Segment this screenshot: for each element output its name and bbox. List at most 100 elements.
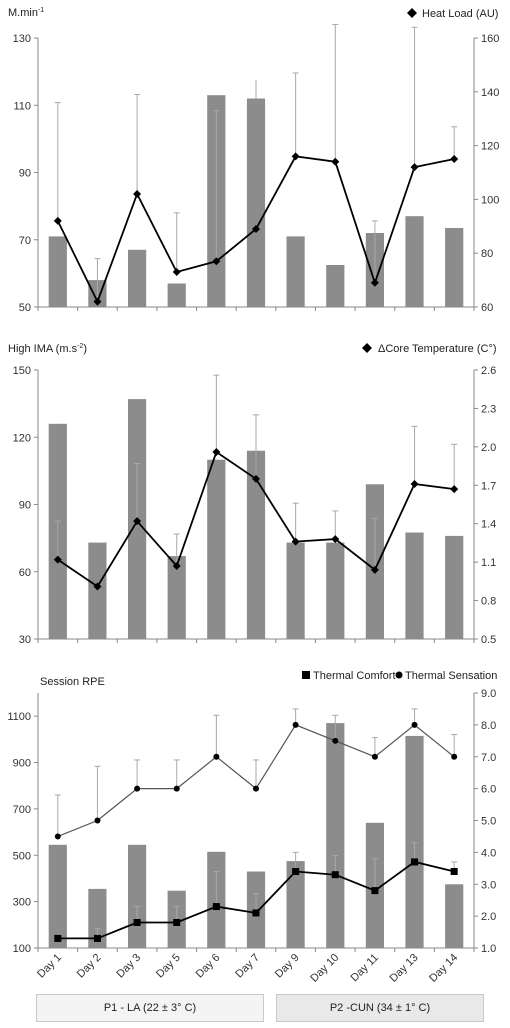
bar	[445, 228, 464, 307]
legend: ΔCore Temperature (C°)	[362, 343, 497, 355]
right-tick-label: 1.0	[481, 943, 496, 955]
point-marker	[371, 753, 378, 760]
axes: 50 70 90 110 130 60 80 100 120 140 160	[13, 33, 500, 314]
point-marker	[450, 485, 459, 494]
bar	[128, 844, 147, 948]
right-tick-label: 140	[481, 87, 499, 99]
line-series	[53, 447, 459, 591]
point-marker	[370, 565, 379, 574]
bar	[286, 542, 305, 639]
left-tick-label: 70	[19, 235, 31, 247]
bar	[246, 98, 266, 307]
point-marker	[54, 934, 62, 942]
point-marker	[213, 753, 220, 760]
right-tick-label: 1.1	[481, 557, 496, 569]
legend: Thermal Comfort Thermal Sensation	[302, 670, 497, 682]
point-marker	[53, 216, 62, 225]
figure: M.min-1 Heat Load (AU) 50 70 90 110 130 60 80 1…	[7, 7, 500, 985]
legend-label-thermal-comfort: Thermal Comfort	[313, 670, 396, 682]
point-marker	[94, 817, 101, 824]
bar	[445, 884, 464, 949]
left-tick-label: 300	[13, 897, 31, 909]
point-marker	[172, 561, 181, 570]
bar	[445, 535, 464, 639]
right-tick-label: 100	[481, 194, 499, 206]
point-marker	[53, 555, 62, 564]
right-tick-label: 80	[481, 248, 493, 260]
point-marker	[410, 480, 419, 489]
left-tick-label: 150	[13, 365, 31, 377]
right-tick-label: 0.8	[481, 596, 496, 608]
left-tick-label: 130	[13, 33, 31, 45]
legend-diamond-marker	[362, 343, 372, 353]
axes: 100 300 500 700 900 1100 1.0 2.0 3.0 4.0 5.0 6.0 7.0…	[7, 688, 496, 985]
bar	[286, 861, 305, 948]
point-marker	[371, 887, 379, 895]
point-marker	[370, 278, 379, 287]
bar	[286, 236, 305, 307]
left-tick-label: 30	[19, 634, 31, 646]
left-tick-label: 90	[19, 168, 31, 180]
left-tick-label: 50	[19, 302, 31, 314]
x-tick-label: Day 9	[273, 952, 302, 981]
point-marker	[93, 297, 102, 306]
point-marker	[54, 833, 61, 840]
x-tick-label: Day 14	[427, 952, 460, 985]
bar	[405, 735, 424, 948]
bar	[405, 532, 424, 639]
legend-diamond-marker	[407, 8, 417, 18]
point-marker	[172, 268, 181, 277]
left-tick-label: 900	[13, 758, 31, 770]
bar	[167, 283, 186, 307]
x-tick-label: Day 11	[348, 952, 381, 985]
legend-label: Heat Load (AU)	[422, 8, 498, 20]
left-axis-title: M.min-1	[8, 7, 44, 19]
point-marker	[252, 474, 260, 483]
bar	[88, 888, 107, 948]
bar	[326, 723, 345, 948]
right-tick-label: 120	[481, 141, 499, 153]
left-tick-label: 60	[19, 567, 31, 579]
right-tick-label: 4.0	[481, 847, 496, 859]
right-tick-label: 2.0	[481, 911, 496, 923]
legend: Heat Load (AU)	[407, 8, 498, 20]
bar	[128, 249, 147, 307]
point-marker	[173, 785, 180, 792]
bar	[246, 450, 266, 639]
bar-series	[48, 95, 464, 307]
right-tick-label: 6.0	[481, 784, 496, 796]
period-label-p2: P2 -CUN (34 ± 1° C)	[276, 994, 484, 1022]
right-tick-label: 8.0	[481, 720, 496, 732]
right-tick-label: 2.3	[481, 403, 496, 415]
left-tick-label: 90	[19, 500, 31, 512]
point-marker	[451, 753, 458, 760]
line-series	[54, 721, 458, 942]
point-marker	[331, 157, 340, 166]
point-marker	[133, 919, 141, 926]
left-tick-label: 120	[13, 432, 31, 444]
axes: 30 60 90 120 150 0.5 0.8 1.1 1.4 1.7 2.0 2.3 2.6	[13, 365, 497, 646]
right-tick-label: 160	[481, 33, 499, 45]
x-tick-label: Day 2	[75, 952, 104, 981]
left-tick-label: 700	[13, 804, 31, 816]
right-tick-label: 2.0	[481, 442, 496, 454]
period-label-p1: P1 - LA (22 ± 3° C)	[36, 994, 264, 1022]
point-marker	[411, 858, 419, 866]
bar	[48, 844, 67, 948]
left-tick-label: 500	[13, 850, 31, 862]
point-marker	[253, 785, 259, 792]
right-tick-label: 60	[481, 302, 493, 314]
left-tick-label: 110	[13, 100, 31, 112]
error-bars	[54, 708, 458, 939]
bar	[48, 236, 67, 307]
point-marker	[411, 721, 418, 728]
point-marker	[134, 785, 141, 792]
right-tick-label: 2.6	[481, 365, 496, 377]
right-tick-label: 9.0	[481, 688, 496, 700]
error-bars	[54, 374, 458, 570]
point-marker	[292, 868, 300, 875]
x-tick-label: Day 3	[114, 952, 143, 981]
point-marker	[93, 582, 102, 591]
point-marker	[450, 155, 459, 164]
point-marker	[133, 190, 142, 199]
